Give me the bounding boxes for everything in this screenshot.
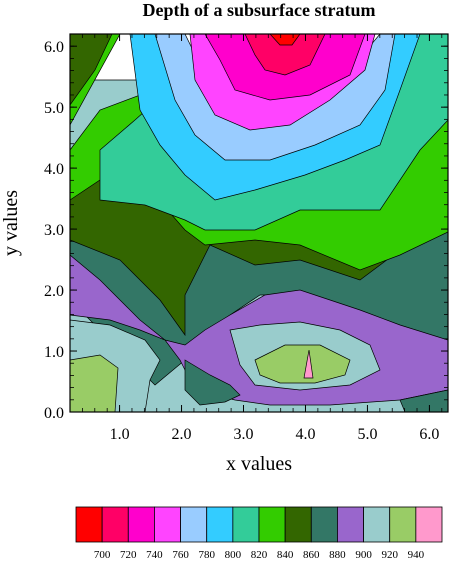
y-tick-label: 1.0 bbox=[44, 344, 64, 361]
colorbar-label: 800 bbox=[225, 549, 242, 561]
colorbar-swatch bbox=[415, 506, 443, 543]
colorbar-label: 940 bbox=[408, 549, 425, 561]
x-tick-label: 2.0 bbox=[172, 426, 192, 443]
colorbar-swatch bbox=[206, 506, 234, 543]
y-tick-label: 0.0 bbox=[44, 405, 64, 422]
x-tick-label: 3.0 bbox=[234, 426, 254, 443]
colorbar-swatch bbox=[180, 506, 208, 543]
x-tick-label: 1.0 bbox=[110, 426, 130, 443]
colorbar-label: 840 bbox=[277, 549, 294, 561]
colorbar-swatch bbox=[310, 506, 338, 543]
y-tick-label: 6.0 bbox=[44, 39, 64, 56]
colorbar-label: 780 bbox=[198, 549, 215, 561]
x-tick-label: 6.0 bbox=[419, 426, 439, 443]
colorbar-label: 900 bbox=[355, 549, 372, 561]
colorbar-swatch bbox=[127, 506, 155, 543]
y-tick-label: 4.0 bbox=[44, 161, 64, 178]
x-axis: 1.0 2.0 3.0 4.0 5.0 6.0 bbox=[69, 34, 443, 443]
contour-band-840-860-top bbox=[70, 34, 113, 106]
x-tick-label: 4.0 bbox=[295, 426, 315, 443]
contour-band-940-plus bbox=[303, 349, 314, 379]
colorbar: 700 720 740 760 780 800 820 840 860 880 900 920 940 bbox=[75, 506, 443, 561]
colorbar-swatch bbox=[154, 506, 181, 543]
y-tick-label: 5.0 bbox=[44, 100, 64, 117]
contour-fill-layer bbox=[70, 34, 448, 412]
colorbar-label: 760 bbox=[172, 549, 189, 561]
contour-band-920-940 bbox=[70, 354, 119, 412]
colorbar-label: 920 bbox=[381, 549, 398, 561]
colorbar-swatch bbox=[284, 506, 312, 543]
colorbar-swatch bbox=[75, 506, 103, 543]
colorbar-label: 700 bbox=[94, 549, 111, 561]
contour-band-920-940-centre bbox=[254, 344, 351, 384]
colorbar-swatch bbox=[337, 506, 364, 543]
colorbar-swatch bbox=[389, 506, 417, 543]
contour-band-700-720 bbox=[244, 34, 326, 76]
contour-band-below-700 bbox=[269, 34, 301, 46]
y-tick-label: 3.0 bbox=[44, 222, 64, 239]
chart-title: Depth of a subsurface stratum bbox=[143, 0, 376, 20]
y-tick-label: 2.0 bbox=[44, 283, 64, 300]
x-axis-label: x values bbox=[226, 453, 292, 475]
colorbar-label: 880 bbox=[329, 549, 346, 561]
colorbar-label: 720 bbox=[120, 549, 137, 561]
colorbar-swatch bbox=[363, 506, 391, 543]
colorbar-swatch bbox=[232, 506, 260, 543]
colorbar-label: 820 bbox=[251, 549, 268, 561]
y-axis-label: y values bbox=[0, 190, 22, 256]
contour-band-860-880-lower bbox=[184, 359, 448, 412]
y-axis: 0.0 1.0 2.0 3.0 4.0 5.0 6.0 bbox=[44, 33, 448, 422]
colorbar-label: 860 bbox=[303, 549, 320, 561]
x-tick-label: 5.0 bbox=[357, 426, 377, 443]
colorbar-label: 740 bbox=[146, 549, 163, 561]
plot-frame bbox=[69, 33, 449, 413]
colorbar-swatch bbox=[101, 506, 129, 543]
colorbar-swatch bbox=[258, 506, 286, 543]
